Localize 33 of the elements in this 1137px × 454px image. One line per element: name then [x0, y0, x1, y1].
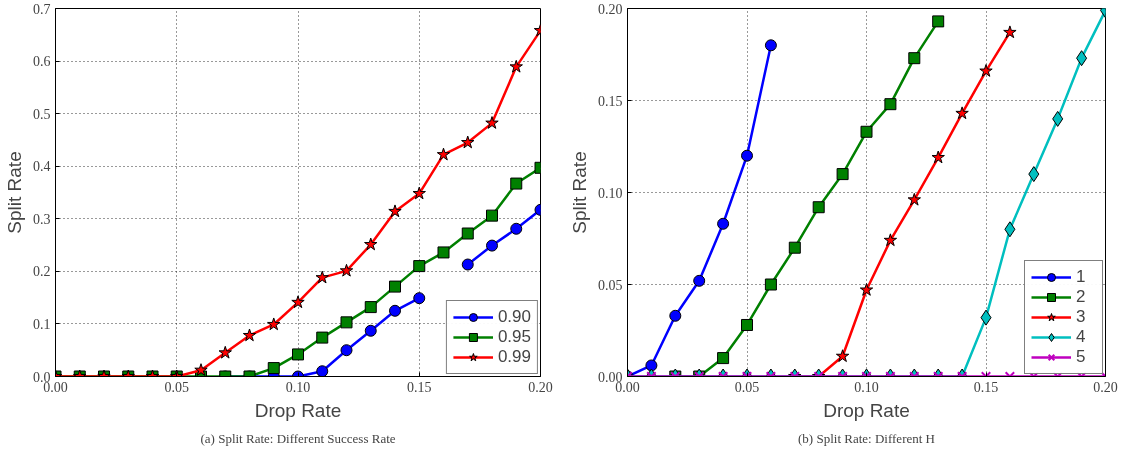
legend-label: 0.99: [497, 347, 531, 367]
legend-label: 0.95: [497, 327, 531, 347]
y-tick-label: 0.5: [33, 106, 51, 122]
y-tick-label: 0.7: [33, 1, 51, 17]
x-tick-label: 0.05: [164, 379, 189, 395]
legend-label: 2: [1076, 287, 1087, 307]
y-tick-label: 0.1: [33, 316, 51, 332]
y-tick-label: 0.10: [598, 185, 623, 201]
x-tick-label: 0.15: [407, 379, 432, 395]
text: (a) Split Rate: Different Success Rate: [200, 430, 396, 446]
x-tick-label: 0.15: [973, 379, 999, 395]
y-axis-title: Split Rate: [4, 151, 25, 234]
legend-label: 5: [1076, 347, 1087, 367]
x-tick-label: 0.20: [528, 379, 553, 395]
y-tick-label: 0.05: [598, 277, 623, 293]
legend-label: 1: [1076, 267, 1087, 287]
x-axis-title: Drop Rate: [823, 399, 910, 421]
legend-label: 3: [1076, 307, 1087, 327]
x-tick-label: 0.10: [854, 379, 879, 395]
x-tick-label: 0.20: [1093, 379, 1118, 395]
y-tick-label: 0.2: [33, 264, 51, 280]
legend-label: 0.90: [497, 307, 531, 327]
y-tick-label: 0.15: [598, 93, 623, 109]
y-tick-label: 0.4: [33, 159, 51, 175]
y-tick-label: 0.20: [598, 1, 623, 17]
text: (b) Split Rate: Different H: [798, 430, 935, 446]
y-tick-label: 0.3: [33, 211, 51, 227]
legend-label: 4: [1076, 327, 1087, 347]
x-tick-label: 0.10: [285, 379, 311, 395]
y-tick-label: 0.6: [33, 54, 51, 70]
x-tick-label: 0.05: [734, 379, 760, 395]
x-axis-title: Drop Rate: [254, 399, 342, 421]
y-axis-title: Split Rate: [569, 151, 590, 234]
